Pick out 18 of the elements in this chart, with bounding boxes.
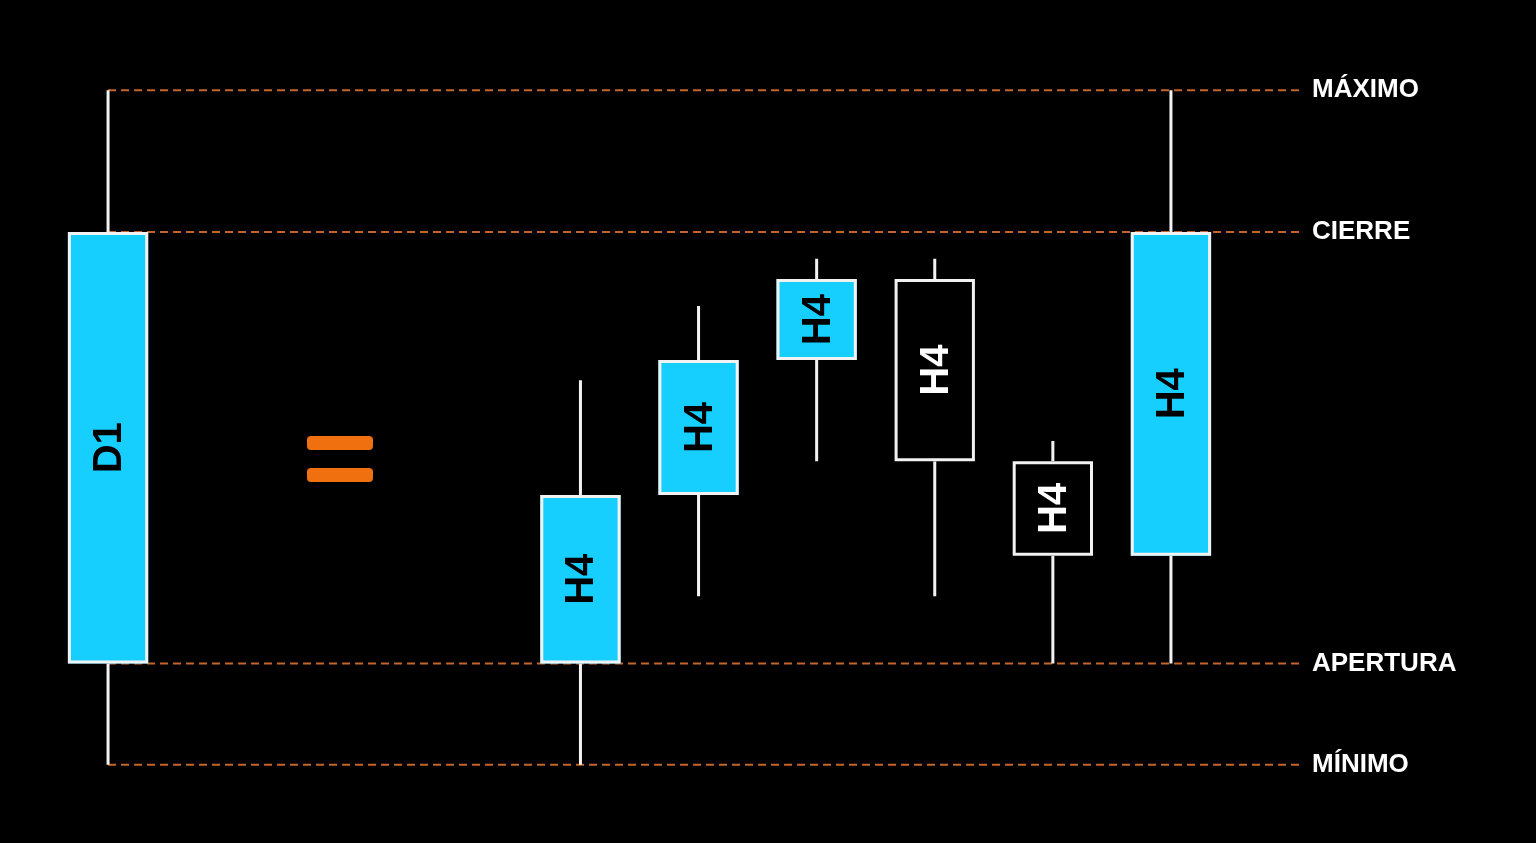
- x-tick-label: H4: [911, 343, 956, 396]
- candlestick: [1130, 90, 1212, 664]
- x-tick-label: H4: [1147, 367, 1192, 420]
- ref-line-label: APERTURA: [1312, 646, 1457, 677]
- candlestick: [540, 380, 621, 765]
- x-tick-label: H4: [793, 293, 838, 346]
- ref-line-label: MÁXIMO: [1312, 73, 1419, 104]
- x-tick-label: H4: [557, 552, 602, 605]
- ref-line-label: MÍNIMO: [1312, 747, 1409, 778]
- candlestick: [776, 258, 857, 462]
- candlestick: [67, 90, 149, 765]
- x-tick-label: H4: [675, 401, 720, 454]
- candlestick: [894, 258, 975, 597]
- candlestick: [1012, 440, 1093, 664]
- ref-line-label: CIERRE: [1312, 215, 1411, 246]
- x-tick-label: D1: [85, 422, 130, 474]
- x-tick-label: H4: [1029, 482, 1074, 535]
- candlestick: [658, 306, 739, 597]
